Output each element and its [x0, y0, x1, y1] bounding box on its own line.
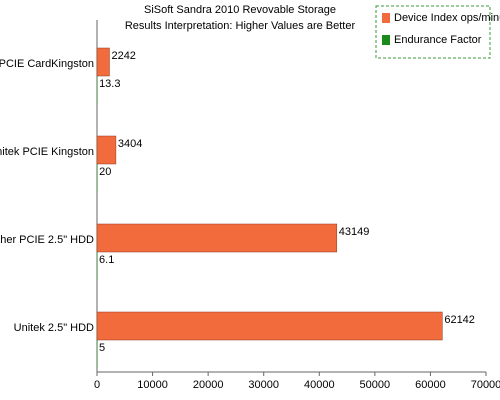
- legend-swatch: [382, 13, 390, 23]
- x-tick-label: 50000: [360, 379, 391, 391]
- data-label: 2242: [111, 50, 135, 62]
- bar: [97, 164, 98, 192]
- bar: [96, 47, 110, 77]
- y-tick-label: Unitek PCIE Kingston: [0, 146, 94, 158]
- x-tick-label: 70000: [471, 379, 500, 391]
- y-tick-label: Other PCIE CardKingston: [0, 58, 94, 70]
- y-tick-label: Other PCIE 2.5" HDD: [0, 234, 94, 246]
- y-tick-label: Unitek 2.5" HDD: [14, 322, 94, 334]
- data-label: 5: [99, 342, 105, 354]
- data-label: 6.1: [99, 254, 114, 266]
- x-tick-label: 40000: [304, 379, 335, 391]
- x-tick-label: 20000: [193, 379, 224, 391]
- data-label: 43149: [339, 226, 370, 238]
- bar: [96, 223, 338, 253]
- legend-label: Endurance Factor: [394, 34, 482, 46]
- legend-box: [375, 5, 491, 59]
- chart-title: SiSoft Sandra 2010 Revovable Storage: [144, 4, 336, 16]
- chart-subtitle: Results Interpretation: Higher Values ar…: [125, 20, 356, 32]
- data-label: 20: [99, 166, 111, 178]
- data-label: 3404: [118, 138, 142, 150]
- bar: [97, 340, 98, 368]
- x-tick-label: 60000: [415, 379, 446, 391]
- bar: [96, 135, 117, 165]
- x-tick-label: 0: [94, 379, 100, 391]
- x-tick-label: 30000: [248, 379, 279, 391]
- legend-swatch: [382, 35, 390, 45]
- data-label: 62142: [444, 314, 475, 326]
- bar: [97, 252, 98, 280]
- legend: Device Index ops/minute Endurance Factor: [382, 12, 500, 46]
- bar: [96, 311, 443, 341]
- data-label: 13.3: [99, 78, 120, 90]
- x-tick-label: 10000: [137, 379, 168, 391]
- legend-label: Device Index ops/minute: [394, 12, 500, 24]
- bar: [97, 76, 98, 104]
